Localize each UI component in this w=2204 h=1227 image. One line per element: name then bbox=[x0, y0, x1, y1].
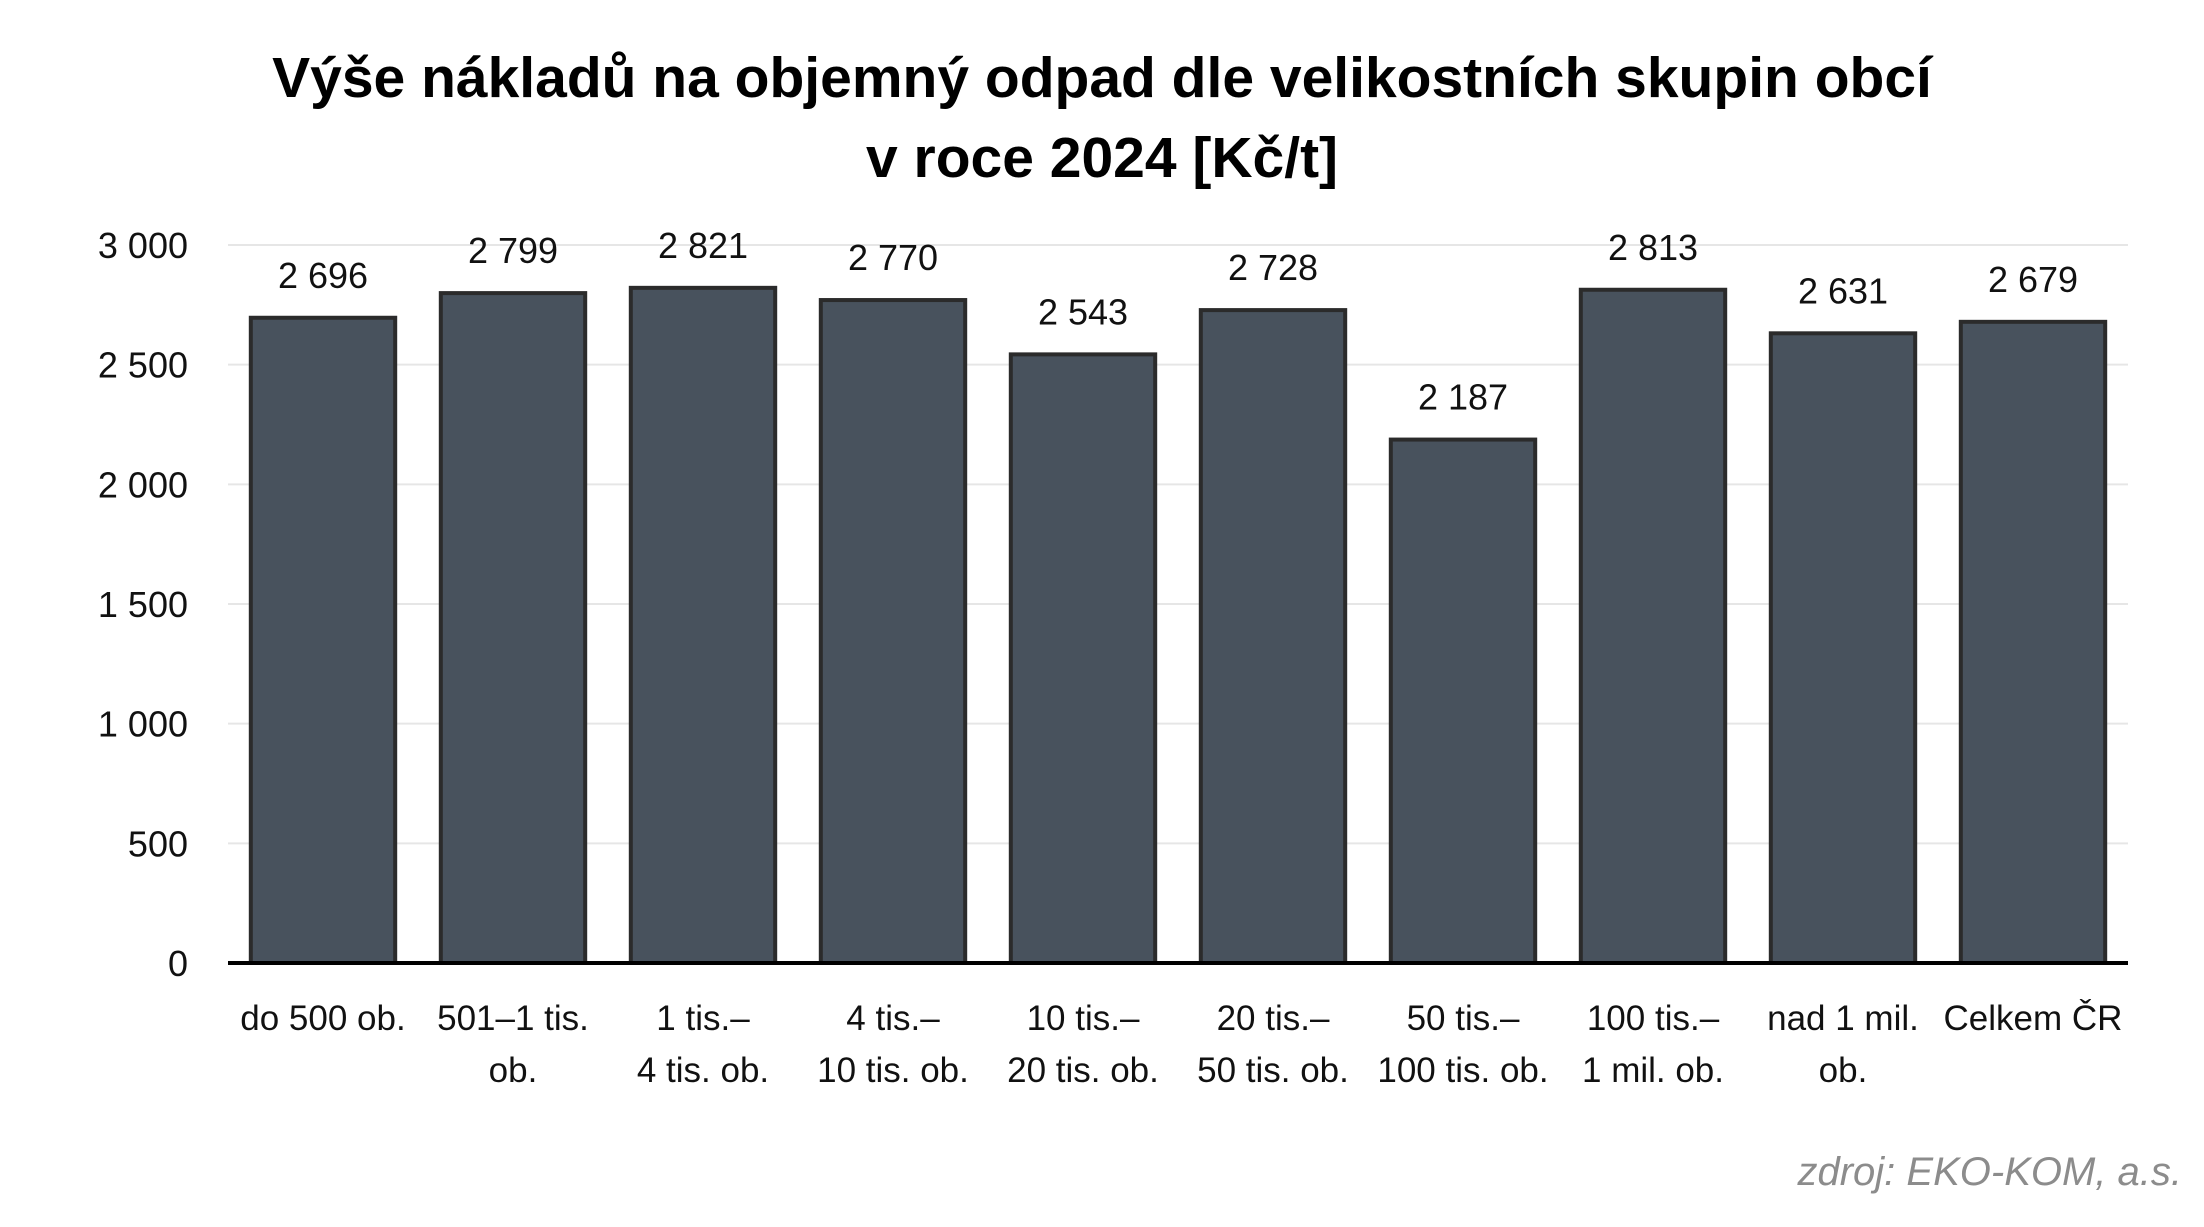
bars bbox=[248, 285, 2108, 966]
bar-value-label: 2 770 bbox=[848, 237, 938, 278]
x-tick-label: 4 tis.– bbox=[846, 999, 940, 1038]
chart-title: Výše nákladů na objemný odpad dle veliko… bbox=[0, 38, 2204, 198]
y-axis-tick-labels: 0 500 1 000 1 500 2 000 2 500 3 000 bbox=[98, 225, 188, 984]
x-tick-label: 20 tis. ob. bbox=[1007, 1051, 1159, 1090]
x-tick-label: 100 tis.– bbox=[1587, 999, 1720, 1038]
y-tick-label: 3 000 bbox=[98, 225, 188, 266]
x-axis-category-labels: do 500 ob. 501–1 tis. ob. 1 tis.– 4 tis. ob.… bbox=[240, 999, 2122, 1090]
bar bbox=[1578, 287, 1728, 966]
y-tick-label: 2 500 bbox=[98, 345, 188, 386]
chart-title-line-1: Výše nákladů na objemný odpad dle veliko… bbox=[272, 46, 1932, 110]
bar-value-label: 2 679 bbox=[1988, 259, 2078, 300]
chart-title-line-2: v roce 2024 [Kč/t] bbox=[865, 126, 1339, 190]
bar bbox=[1388, 437, 1538, 965]
x-tick-label: 10 tis. ob. bbox=[817, 1051, 969, 1090]
x-tick-label: 4 tis. ob. bbox=[637, 1051, 769, 1090]
bar-value-label: 2 728 bbox=[1228, 247, 1318, 288]
bar-value-label: 2 543 bbox=[1038, 291, 1128, 332]
y-tick-label: 1 500 bbox=[98, 584, 188, 625]
bar bbox=[818, 298, 968, 965]
x-tick-label: 1 mil. ob. bbox=[1582, 1051, 1724, 1090]
x-tick-label: ob. bbox=[489, 1051, 538, 1090]
x-tick-label: 10 tis.– bbox=[1027, 999, 1140, 1038]
bar bbox=[248, 315, 398, 965]
x-tick-label: 501–1 tis. bbox=[437, 999, 589, 1038]
bar bbox=[1768, 331, 1918, 965]
y-tick-label: 1 000 bbox=[98, 704, 188, 745]
bar bbox=[1008, 352, 1158, 966]
bar-value-label: 2 187 bbox=[1418, 377, 1508, 418]
x-tick-label: ob. bbox=[1819, 1051, 1868, 1090]
x-tick-label: 50 tis.– bbox=[1407, 999, 1520, 1038]
y-tick-label: 500 bbox=[128, 823, 188, 864]
x-tick-label: 20 tis.– bbox=[1217, 999, 1330, 1038]
source-note: zdroj: EKO-KOM, a.s. bbox=[1797, 1150, 2182, 1194]
bar-value-label: 2 696 bbox=[278, 255, 368, 296]
x-tick-label: 100 tis. ob. bbox=[1377, 1051, 1548, 1090]
bar-value-label: 2 799 bbox=[468, 230, 558, 271]
bar bbox=[1198, 308, 1348, 965]
x-tick-label: 1 tis.– bbox=[656, 999, 750, 1038]
bar-value-label: 2 821 bbox=[658, 225, 748, 266]
x-tick-label: nad 1 mil. bbox=[1767, 999, 1919, 1038]
bar-value-labels: 2 696 2 799 2 821 2 770 2 543 2 728 2 187 2 813… bbox=[278, 225, 2078, 418]
bar bbox=[628, 285, 778, 966]
y-tick-label: 2 000 bbox=[98, 464, 188, 505]
bar bbox=[438, 291, 588, 965]
y-tick-label: 0 bbox=[168, 943, 188, 984]
bar-value-label: 2 813 bbox=[1608, 227, 1698, 268]
x-tick-label: do 500 ob. bbox=[240, 999, 405, 1038]
x-tick-label: Celkem ČR bbox=[1944, 999, 2123, 1038]
x-tick-label: 50 tis. ob. bbox=[1197, 1051, 1349, 1090]
bar-value-label: 2 631 bbox=[1798, 270, 1888, 311]
bar bbox=[1958, 319, 2108, 965]
